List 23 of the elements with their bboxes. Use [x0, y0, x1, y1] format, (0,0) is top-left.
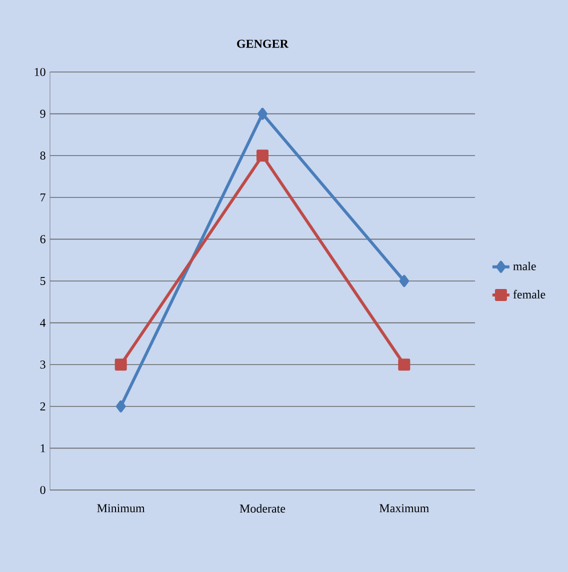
point — [256, 150, 268, 162]
y-tick-label: 8 — [40, 152, 46, 160]
y-tick-label: 4 — [40, 318, 46, 327]
y-tick-label: 2 — [40, 402, 46, 410]
y-tick-label: 9 — [40, 110, 46, 118]
y-tick-label: 5 — [40, 277, 46, 285]
x-tick-label: Maximum — [380, 504, 429, 512]
legend-label: female — [513, 290, 546, 299]
point — [398, 358, 410, 371]
y-tick-label: 7 — [40, 193, 46, 202]
y-tick-label: 6 — [40, 235, 46, 244]
y-tick-label: 10 — [34, 68, 46, 76]
y-tick-label: 3 — [40, 360, 46, 369]
point — [258, 108, 268, 120]
x-tick-label: Moderate — [240, 504, 286, 513]
chart-title: GENGER — [237, 40, 289, 48]
point — [399, 274, 410, 287]
legend-label: male — [513, 262, 536, 270]
x-tick-label: Minimum — [97, 504, 145, 512]
y-tick-label: 0 — [40, 486, 46, 494]
point — [114, 358, 127, 371]
y-tick-label: 1 — [40, 444, 46, 452]
point — [116, 400, 126, 412]
